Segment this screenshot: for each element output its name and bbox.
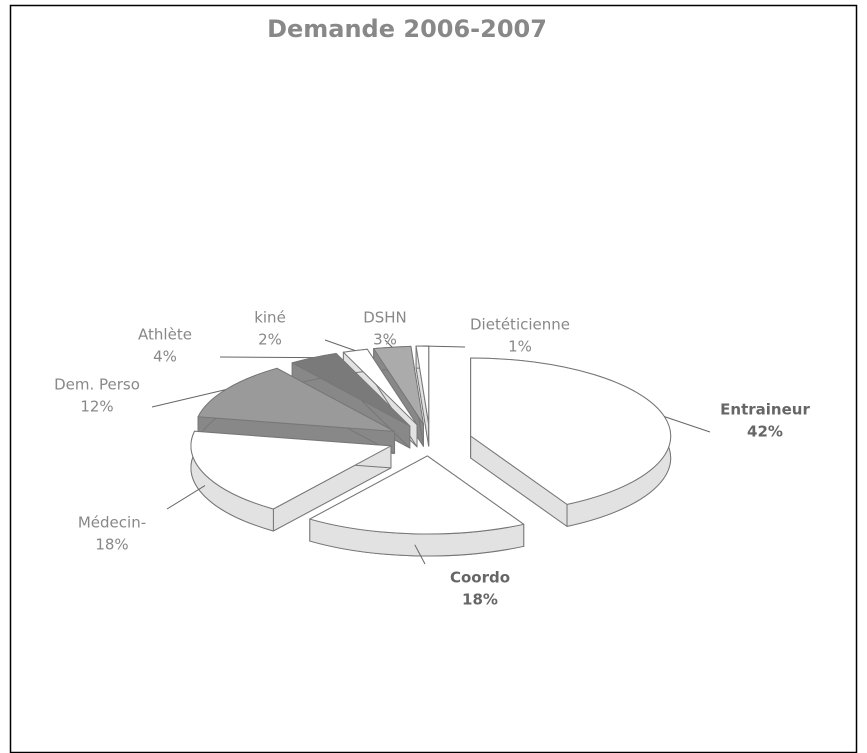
slice <box>470 357 672 505</box>
data-label-name: Entraineur <box>720 401 810 419</box>
leader-line <box>166 485 206 510</box>
data-label: 2% <box>258 331 282 349</box>
data-label-name: Athlète <box>138 326 192 344</box>
data-label-name: Dietéticienne <box>470 316 570 334</box>
frame <box>9 4 858 753</box>
data-label: 12% <box>80 398 113 416</box>
data-label-name: Coordo <box>450 569 510 587</box>
slice <box>309 455 525 535</box>
leader-line <box>324 339 356 352</box>
leader-line <box>219 356 314 359</box>
data-label: 18% <box>95 536 128 554</box>
leader-line <box>664 416 711 433</box>
slice <box>373 345 424 425</box>
chart-title: Demande 2006-2007 <box>267 15 547 43</box>
data-label-name: Médecin- <box>78 514 146 532</box>
slice <box>197 367 396 432</box>
data-label: 18% <box>462 591 498 609</box>
leader-line <box>422 345 466 348</box>
leader-line <box>414 544 426 565</box>
pie <box>190 345 672 557</box>
data-label: 42% <box>747 423 783 441</box>
data-label: 1% <box>508 338 532 356</box>
data-label-name: Dem. Perso <box>54 376 140 394</box>
leader-line <box>151 389 226 408</box>
slice <box>291 352 411 427</box>
leader-line <box>384 339 393 348</box>
data-label-name: kiné <box>254 309 286 327</box>
data-label: 3% <box>373 331 397 349</box>
data-label: 4% <box>153 348 177 366</box>
data-label-name: DSHN <box>363 309 407 327</box>
slice <box>190 430 392 510</box>
